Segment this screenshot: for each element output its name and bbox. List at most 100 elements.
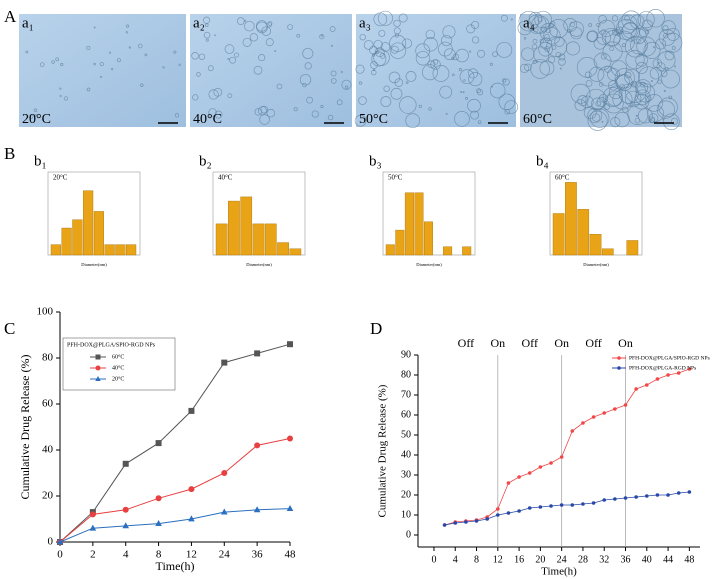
- droplet: [296, 33, 301, 38]
- droplet: [543, 27, 561, 45]
- droplet: [614, 74, 630, 90]
- x-axis-label: Time(h): [156, 559, 195, 573]
- droplet: [468, 72, 483, 87]
- point: [221, 470, 228, 476]
- legend-label: 40°C: [112, 364, 124, 371]
- point: [549, 461, 553, 465]
- droplet: [531, 43, 538, 50]
- droplet: [354, 114, 367, 127]
- bar: [552, 213, 565, 256]
- droplet: [662, 25, 669, 32]
- micrograph: [356, 14, 516, 127]
- bar: [404, 192, 414, 256]
- droplet: [393, 19, 401, 28]
- droplet: [287, 24, 293, 30]
- line: [59, 343, 291, 543]
- y-tick-label: 70: [401, 389, 411, 400]
- droplet: [491, 85, 493, 88]
- droplet: [358, 96, 367, 105]
- x-tick-label: 36: [621, 554, 631, 565]
- annotation: Off: [585, 336, 601, 350]
- point: [517, 509, 521, 513]
- droplet: [658, 97, 678, 118]
- annotation: Off: [458, 336, 474, 350]
- point: [602, 411, 607, 415]
- droplet: [454, 111, 470, 127]
- point: [254, 350, 261, 357]
- droplet: [477, 49, 486, 58]
- droplet: [373, 49, 390, 66]
- droplet: [634, 117, 641, 124]
- droplet: [531, 15, 550, 34]
- y-axis-label: Cumulative Drug Release (%): [377, 384, 389, 517]
- droplet: [405, 71, 417, 82]
- droplet: [359, 33, 366, 41]
- droplet: [311, 110, 319, 118]
- droplet: [647, 105, 665, 122]
- droplet: [598, 14, 607, 24]
- droplet: [442, 25, 456, 39]
- x-tick-label: 4: [123, 549, 129, 561]
- droplet: [398, 13, 408, 23]
- bar: [462, 246, 472, 256]
- legend-box: [62, 337, 176, 391]
- droplet: [671, 46, 676, 50]
- droplet: [99, 61, 104, 67]
- chart-label: b₄: [536, 153, 549, 169]
- droplet: [389, 42, 407, 59]
- annotation: 50°C: [388, 174, 403, 182]
- bar: [577, 209, 590, 256]
- droplet: [517, 20, 533, 36]
- point: [538, 465, 543, 469]
- image-label: a₂: [193, 15, 205, 31]
- bar: [264, 223, 277, 256]
- point: [496, 507, 500, 511]
- droplet: [25, 50, 29, 54]
- droplet: [253, 65, 263, 75]
- droplet: [372, 53, 376, 57]
- y-tick-label: 60: [42, 398, 54, 410]
- droplet: [664, 66, 669, 71]
- bar: [228, 200, 240, 256]
- droplet: [624, 15, 630, 22]
- droplet: [636, 38, 641, 44]
- droplet: [591, 97, 605, 111]
- point: [220, 508, 228, 515]
- droplet: [344, 85, 349, 89]
- droplet: [137, 43, 143, 49]
- droplet: [662, 32, 683, 53]
- droplet: [394, 33, 399, 38]
- bar: [215, 223, 228, 256]
- droplet: [637, 108, 653, 124]
- droplet: [60, 62, 64, 67]
- panel-label: C: [4, 319, 15, 338]
- droplet: [162, 66, 165, 69]
- droplet: [554, 36, 565, 47]
- point: [56, 538, 64, 545]
- droplet: [600, 29, 607, 35]
- droplet: [399, 96, 417, 114]
- point: [687, 490, 692, 494]
- droplet: [125, 24, 130, 28]
- bar: [385, 244, 395, 256]
- line: [59, 508, 291, 543]
- point: [442, 523, 447, 527]
- droplet: [173, 50, 177, 54]
- droplet: [536, 60, 538, 63]
- droplet: [652, 46, 656, 49]
- y-tick-label: 90: [401, 349, 411, 360]
- droplet: [565, 41, 581, 56]
- droplet: [586, 30, 598, 43]
- droplet: [306, 96, 313, 104]
- x-axis-label: Diameter(nm): [81, 262, 107, 267]
- droplet: [470, 110, 480, 120]
- point: [485, 517, 489, 521]
- x-tick-label: 8: [156, 549, 162, 561]
- bar: [443, 246, 453, 256]
- y-tick-label: 60: [401, 409, 411, 420]
- droplet: [622, 106, 629, 113]
- droplet: [430, 59, 441, 70]
- droplet: [378, 29, 386, 37]
- droplet: [204, 23, 209, 27]
